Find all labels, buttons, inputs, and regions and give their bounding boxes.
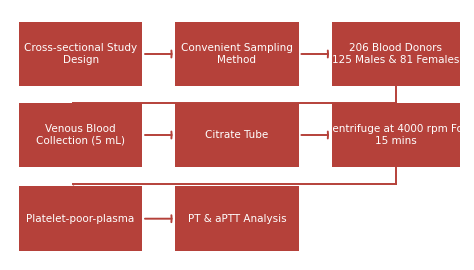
- Text: Centrifuge at 4000 rpm For
15 mins: Centrifuge at 4000 rpm For 15 mins: [325, 124, 467, 146]
- Text: Venous Blood
Collection (5 mL): Venous Blood Collection (5 mL): [36, 124, 125, 146]
- FancyBboxPatch shape: [19, 22, 142, 86]
- Text: PT & aPTT Analysis: PT & aPTT Analysis: [188, 214, 286, 224]
- FancyBboxPatch shape: [175, 103, 299, 167]
- FancyBboxPatch shape: [332, 22, 460, 86]
- Text: Cross-sectional Study
Design: Cross-sectional Study Design: [24, 43, 137, 65]
- FancyBboxPatch shape: [19, 186, 142, 251]
- FancyBboxPatch shape: [175, 186, 299, 251]
- Text: Citrate Tube: Citrate Tube: [205, 130, 269, 140]
- Text: Convenient Sampling
Method: Convenient Sampling Method: [181, 43, 293, 65]
- FancyBboxPatch shape: [175, 22, 299, 86]
- Text: Platelet-poor-plasma: Platelet-poor-plasma: [27, 214, 135, 224]
- Text: 206 Blood Donors
(125 Males & 81 Females): 206 Blood Donors (125 Males & 81 Females…: [328, 43, 464, 65]
- FancyBboxPatch shape: [332, 103, 460, 167]
- FancyBboxPatch shape: [19, 103, 142, 167]
